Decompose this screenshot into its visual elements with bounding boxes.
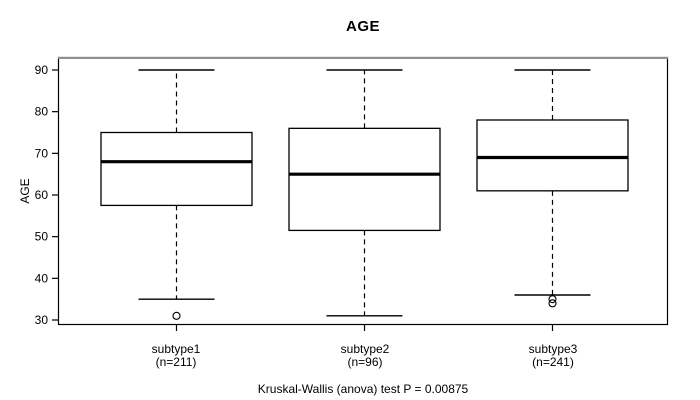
y-tick-label: 70: [35, 146, 49, 160]
category-sublabel-subtype3: (n=241): [532, 355, 574, 369]
outlier-point: [548, 295, 557, 304]
y-tick-label: 80: [35, 105, 49, 119]
category-label-subtype2: subtype2: [340, 342, 390, 356]
box-group-subtype1: [100, 69, 253, 320]
category-sublabel-subtype2: (n=96): [347, 355, 383, 369]
y-tick-label: 50: [35, 230, 49, 244]
category-label-subtype1: subtype1: [151, 342, 201, 356]
box-group-subtype2: [288, 69, 441, 317]
iqr-box: [288, 127, 441, 232]
box-group-subtype3: [476, 69, 629, 308]
outlier-point: [172, 311, 181, 320]
chart-title: AGE: [345, 18, 380, 35]
outlier-point: [548, 299, 557, 308]
category-label-subtype3: subtype3: [528, 342, 578, 356]
y-tick-label: 40: [35, 271, 49, 285]
iqr-box: [476, 119, 629, 192]
statistical-test-annotation: Kruskal-Wallis (anova) test P = 0.00875: [257, 382, 469, 396]
y-tick-label: 60: [35, 188, 49, 202]
category-sublabel-subtype1: (n=211): [155, 355, 197, 369]
iqr-box: [100, 131, 253, 207]
y-tick-label: 90: [35, 63, 49, 77]
y-tick-label: 30: [35, 313, 49, 327]
